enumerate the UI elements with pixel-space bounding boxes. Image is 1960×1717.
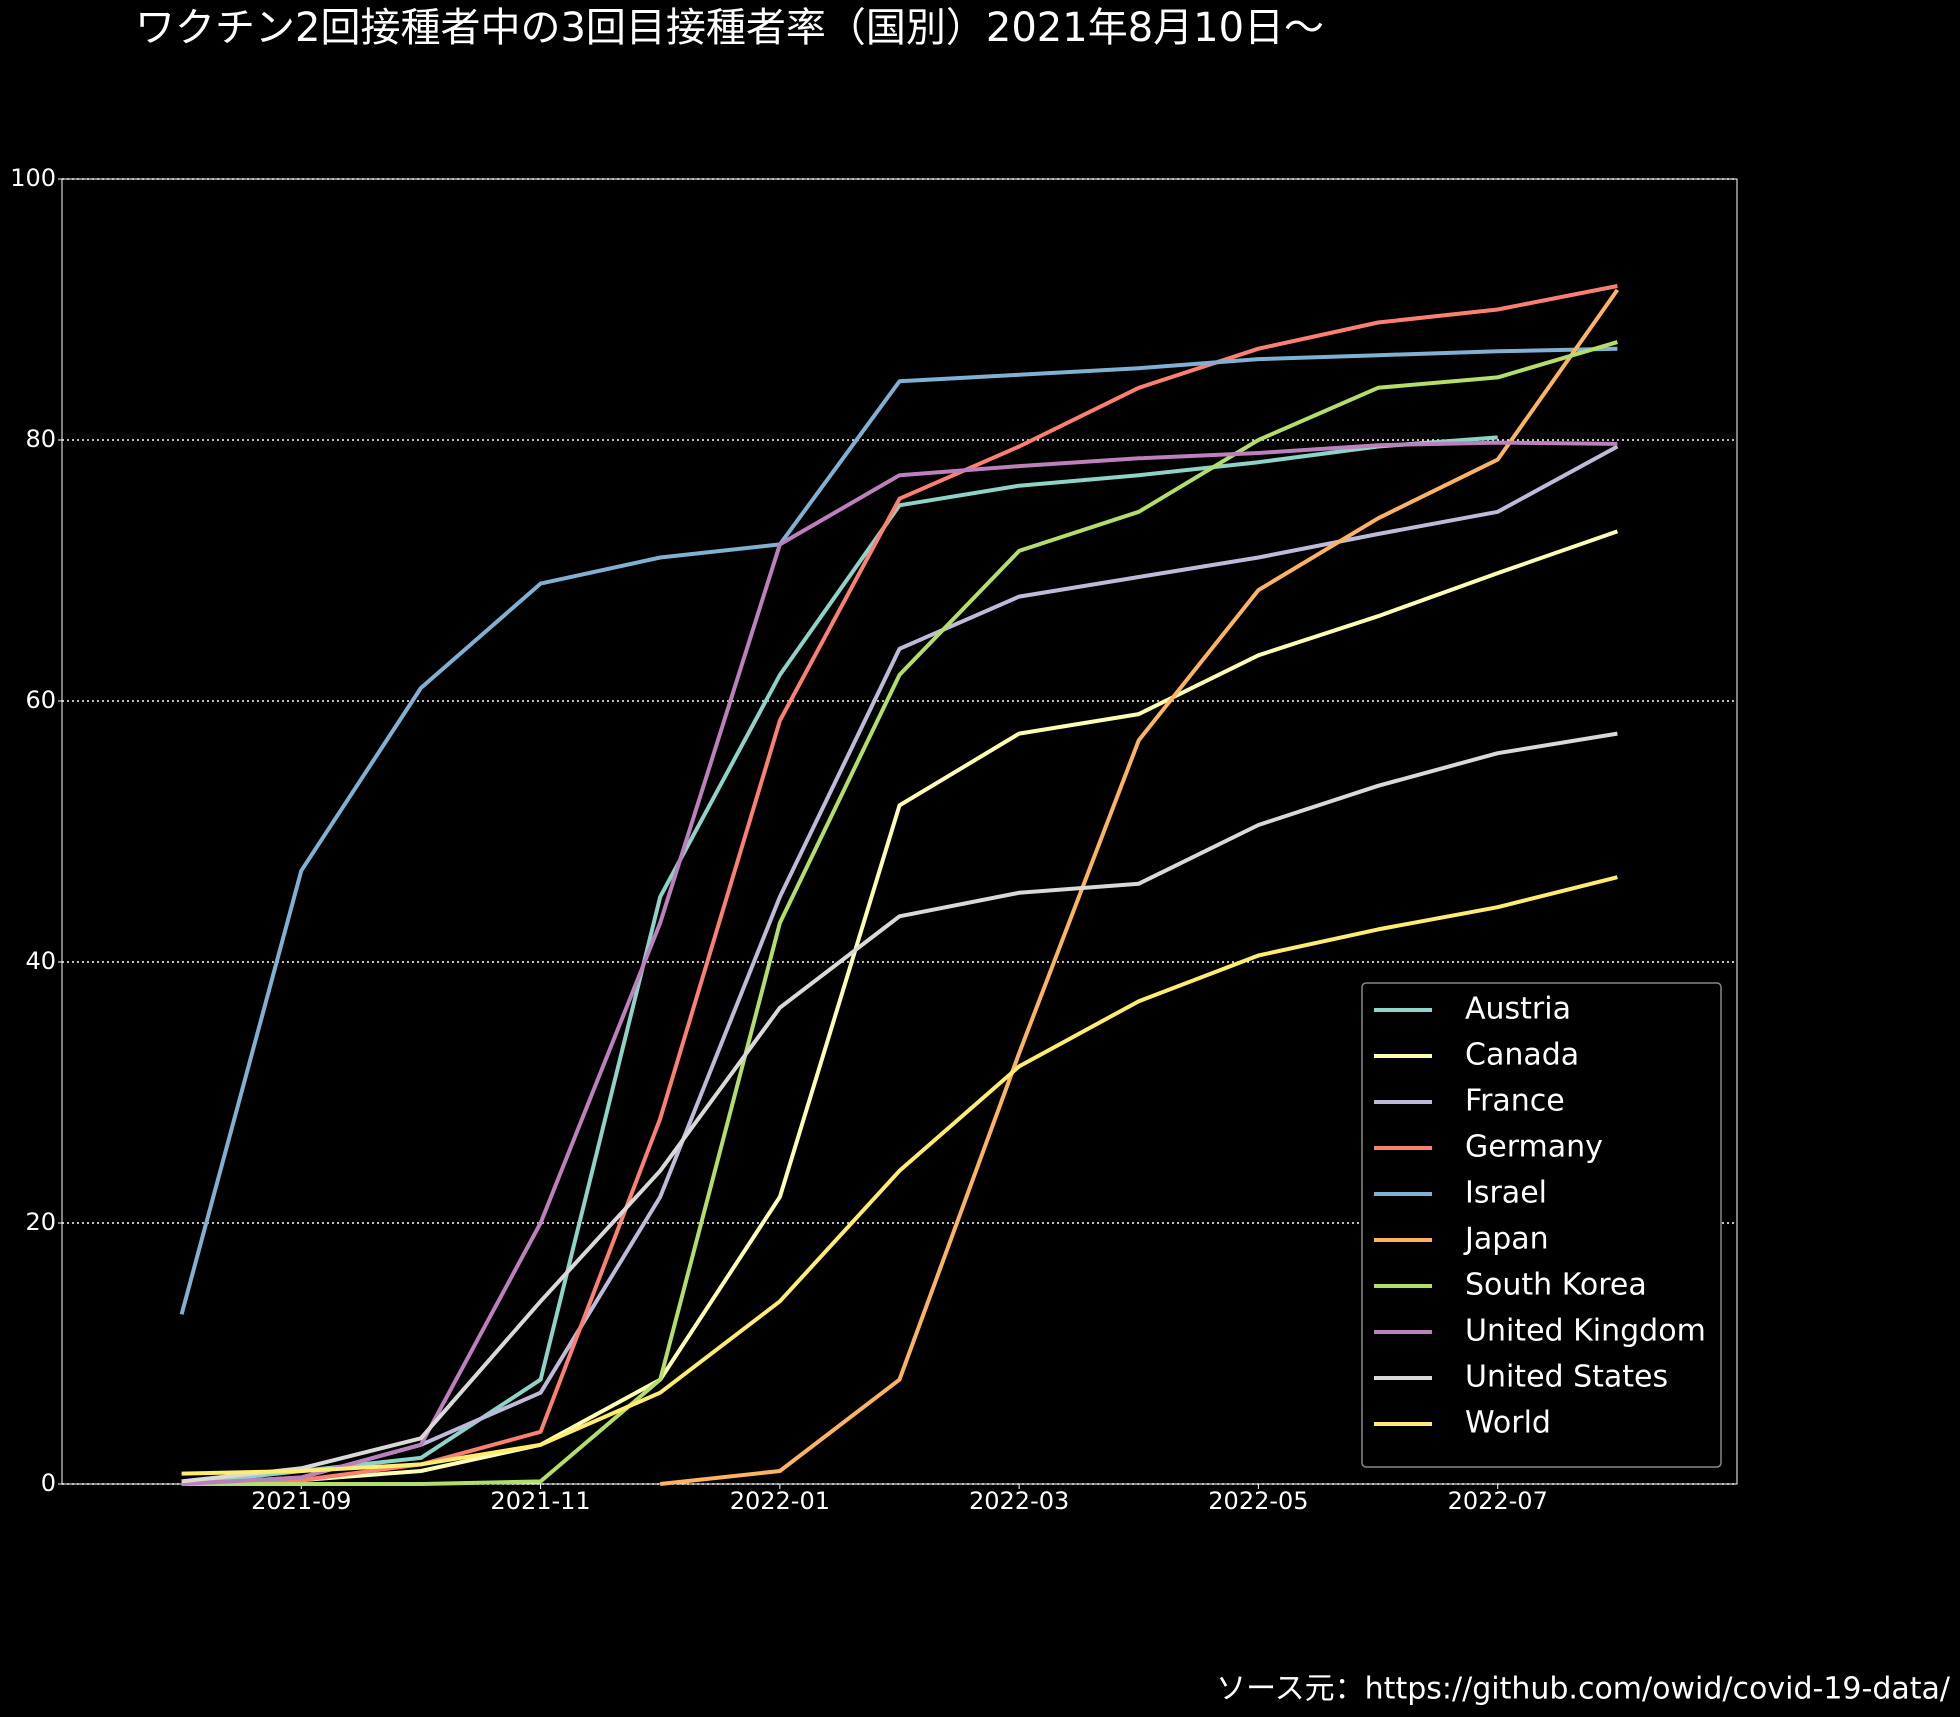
x-tick-label: 2022-05 [1208, 1487, 1308, 1515]
chart-title: ワクチン2回接種者中の3回目接種者率（国別）2021年8月10日～ [135, 5, 1324, 51]
x-tick-label: 2022-01 [730, 1487, 830, 1515]
series-line [181, 340, 1618, 1486]
legend-label: United States [1465, 1360, 1668, 1395]
series-line [181, 875, 1618, 1476]
legend-label: Canada [1465, 1038, 1579, 1073]
y-tick-label: 40 [25, 947, 56, 975]
legend-label: South Korea [1465, 1268, 1647, 1303]
legend-box [1361, 982, 1722, 1468]
series-line [179, 346, 1618, 1315]
series-line [181, 529, 1619, 1486]
x-tick-label: 2022-07 [1448, 1487, 1548, 1515]
legend-label: United Kingdom [1465, 1314, 1706, 1349]
y-tick-label: 60 [25, 686, 56, 714]
y-tick-label: 100 [10, 164, 56, 192]
y-tick-label: 20 [25, 1208, 56, 1236]
x-tick-label: 2022-03 [969, 1487, 1069, 1515]
series-line [659, 288, 1620, 1486]
legend-label: France [1465, 1084, 1565, 1119]
legend-label: Germany [1465, 1130, 1603, 1165]
x-tick-label: 2021-09 [251, 1487, 351, 1515]
source-note: ソース元：https://github.com/owid/covid-19-da… [1216, 1672, 1951, 1707]
series-line [181, 731, 1618, 1484]
legend-label: Japan [1463, 1222, 1549, 1257]
legend-label: Austria [1465, 992, 1571, 1027]
x-tick-label: 2021-11 [490, 1487, 590, 1515]
series-line [181, 435, 1498, 1486]
y-tick-label: 80 [25, 425, 56, 453]
plot-frame [61, 178, 1738, 1485]
legend-label: Israel [1465, 1176, 1547, 1211]
legend-label: World [1465, 1406, 1551, 1441]
y-tick-label: 0 [41, 1469, 56, 1497]
series-line [181, 440, 1618, 1486]
